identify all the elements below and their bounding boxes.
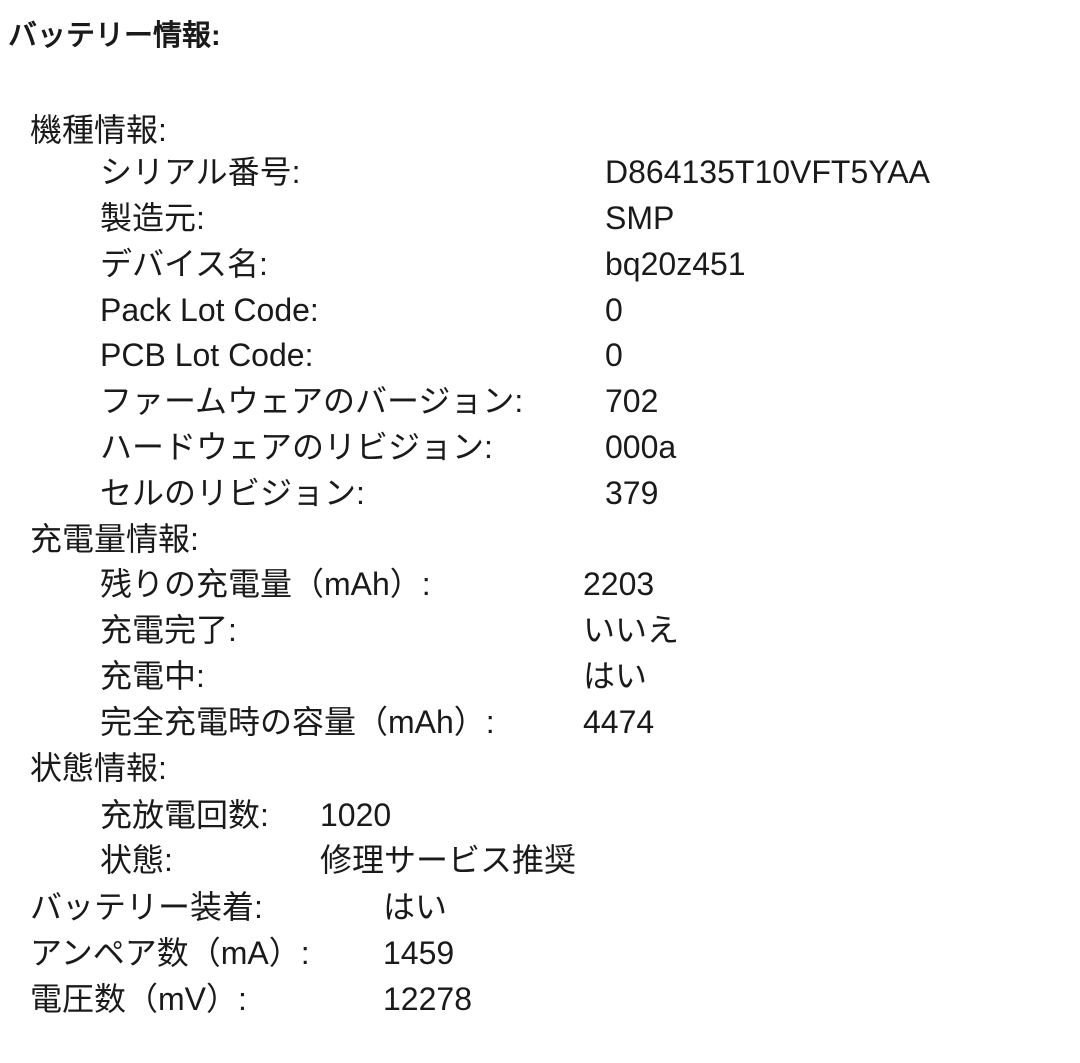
row-value: 12278	[383, 981, 472, 1017]
row-label: デバイス名:	[100, 246, 268, 282]
row-value: 1020	[320, 797, 392, 833]
page-title: バッテリー情報:	[8, 20, 221, 52]
row-label: セルのリビジョン:	[100, 475, 365, 511]
row-label: ファームウェアのバージョン:	[100, 383, 524, 419]
row-label: シリアル番号:	[100, 154, 301, 190]
row-label: Pack Lot Code:	[100, 292, 319, 328]
row-label: 状態:	[100, 842, 173, 878]
row-label: アンペア数（mA）:	[30, 935, 310, 971]
row-value: 修理サービス推奨	[320, 842, 577, 878]
section-label: 状態情報:	[30, 750, 167, 786]
row-value: bq20z451	[605, 246, 746, 282]
row-value: 0	[605, 292, 623, 328]
row-label: 完全充電時の容量（mAh）:	[100, 704, 495, 740]
row-value: 0	[605, 337, 623, 373]
row-value: いいえ	[583, 612, 680, 648]
row-label: 製造元:	[100, 200, 205, 236]
row-value: 1459	[383, 935, 455, 971]
row-value: はい	[383, 889, 448, 925]
row-value: 000a	[605, 429, 677, 465]
row-label: PCB Lot Code:	[100, 337, 314, 373]
row-label: 充放電回数:	[100, 797, 269, 833]
row-value: はい	[583, 658, 648, 694]
row-label: ハードウェアのリビジョン:	[100, 429, 493, 465]
row-label: 充電完了:	[100, 612, 237, 648]
row-value: SMP	[605, 200, 675, 236]
section-label: 機種情報:	[30, 112, 167, 148]
row-value: 379	[605, 475, 659, 511]
row-label: 充電中:	[100, 658, 205, 694]
row-value: D864135T10VFT5YAA	[605, 154, 930, 190]
row-value: 702	[605, 383, 659, 419]
section-label: 充電量情報:	[30, 521, 199, 557]
row-value: 4474	[583, 704, 655, 740]
row-label: 残りの充電量（mAh）:	[100, 566, 431, 602]
row-label: バッテリー装着:	[30, 889, 263, 925]
row-value: 2203	[583, 566, 655, 602]
row-label: 電圧数（mV）:	[30, 981, 247, 1017]
